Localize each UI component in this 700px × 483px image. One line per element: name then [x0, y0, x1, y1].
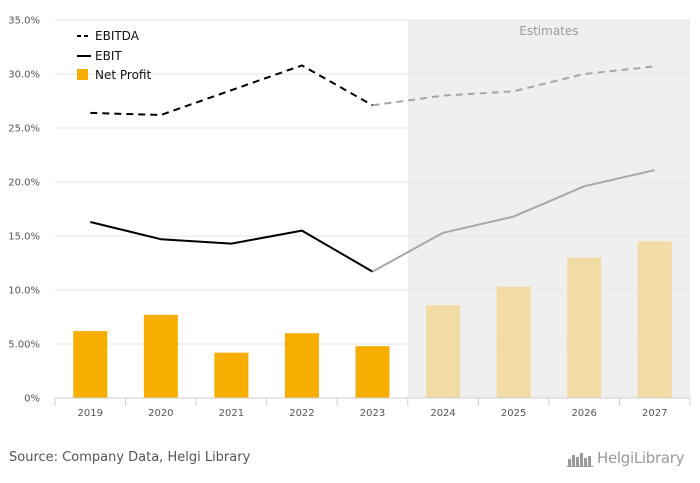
net-profit-bar	[567, 257, 602, 398]
legend-label-ebit: EBIT	[95, 49, 122, 63]
y-tick-label: 30.0%	[8, 70, 40, 81]
net-profit-bar	[143, 314, 178, 398]
net-profit-bar	[73, 331, 108, 398]
series-lines	[90, 64, 655, 273]
y-tick-label: 0%	[24, 394, 40, 405]
library-icon	[567, 453, 593, 467]
net-profit-bar	[496, 286, 531, 398]
net-profit-bar	[355, 346, 390, 398]
legend-swatch-net-profit	[77, 69, 88, 80]
x-tick-label: 2020	[148, 408, 173, 419]
net-profit-bar	[426, 305, 461, 398]
source-note: Source: Company Data, Helgi Library	[9, 450, 251, 465]
ebit-line-estimate	[372, 169, 655, 273]
x-tick-label: 2021	[219, 408, 244, 419]
logo-text: HelgiLibrary	[597, 449, 685, 467]
net-profit-bar	[637, 241, 672, 398]
ebitda-line-actual	[90, 64, 373, 116]
x-axis: 2019 2020 2021 2022 2023 2024 2025 2026 2027	[54, 397, 691, 419]
x-tick-label: 2025	[501, 408, 526, 419]
y-tick-label: 10.0%	[8, 286, 40, 297]
chart: Estimates 0% 5.00% 10.0% 15.0% 20.0% 25.0% 30.…	[8, 16, 691, 419]
legend: EBITDA EBIT Net Profit	[77, 29, 151, 82]
helgi-library-logo: HelgiLibrary	[567, 449, 685, 467]
x-tick-label: 2024	[430, 408, 455, 419]
net-profit-bar	[214, 352, 249, 398]
y-tick-label: 15.0%	[8, 232, 40, 243]
legend-label-ebitda: EBITDA	[95, 29, 140, 43]
y-axis-ticks: 0% 5.00% 10.0% 15.0% 20.0% 25.0% 30.0% 35.0%	[8, 16, 40, 405]
legend-label-net-profit: Net Profit	[95, 68, 151, 82]
y-tick-label: 20.0%	[8, 178, 40, 189]
net-profit-bars	[73, 241, 672, 398]
net-profit-bar	[284, 333, 319, 398]
x-tick-label: 2019	[78, 408, 103, 419]
x-tick-label: 2023	[360, 408, 385, 419]
estimates-label: Estimates	[519, 24, 578, 38]
x-tick-label: 2022	[289, 408, 314, 419]
x-tick-label: 2027	[642, 408, 667, 419]
ebit-line-actual	[90, 221, 374, 273]
y-tick-label: 25.0%	[8, 124, 40, 135]
x-tick-label: 2026	[571, 408, 596, 419]
y-tick-label: 35.0%	[8, 16, 40, 27]
y-tick-label: 5.00%	[8, 340, 40, 351]
